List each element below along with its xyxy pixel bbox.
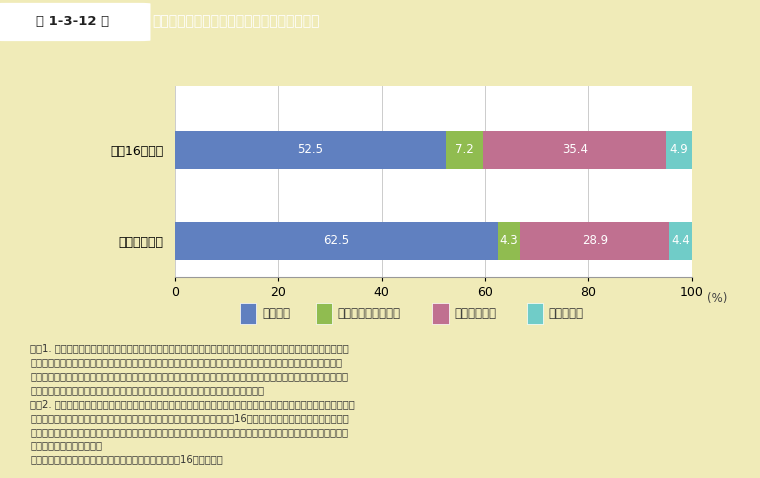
Text: 資料：内閣府「科学技術と社会に関する世論調査（平成16年２月）」: 資料：内閣府「科学技術と社会に関する世論調査（平成16年２月）」: [30, 455, 223, 465]
Text: 62.5: 62.5: [323, 234, 350, 247]
Bar: [670, 222, 692, 260]
Bar: [527, 303, 543, 324]
Text: 35.4: 35.4: [562, 143, 587, 156]
Text: う」と「どちらかというとそう思う」を、「そう思わない」は「あまりそう思わない」と「そう思わない」を合: う」と「どちらかというとそう思う」を、「そう思わない」は「あまりそう思わない」と…: [30, 427, 348, 437]
Text: わかりやすく説明されれば大抵の人は理解できる」という文章についての回答。: わかりやすく説明されれば大抵の人は理解できる」という文章についての回答。: [30, 385, 264, 395]
Text: 28.9: 28.9: [581, 234, 608, 247]
FancyBboxPatch shape: [0, 3, 150, 41]
Bar: [667, 130, 692, 169]
Text: 「決してそう思わない」と「そう思わない」を合わせたもので、平成16年２月調査の「そう思う」は「そう思: 「決してそう思わない」と「そう思わない」を合わせたもので、平成16年２月調査の「…: [30, 413, 349, 423]
Text: どちらともいえない: どちらともいえない: [337, 306, 401, 320]
Text: 注）1. 科学技術への関心と理解を高めるためには、科学者が科学館・博物館などの体験の場や研究所の一般公開、講: 注）1. 科学技術への関心と理解を高めるためには、科学者が科学館・博物館などの体…: [30, 344, 349, 354]
Bar: [432, 303, 448, 324]
Bar: [498, 222, 520, 260]
Text: 術者からの情報発信に関して、あなたはどのように思いますか、という問いの中で、「科学技術に関する知識は: 術者からの情報発信に関して、あなたはどのように思いますか、という問いの中で、「科…: [30, 371, 348, 381]
Bar: [446, 130, 483, 169]
Text: 2. 平成７年２月調査の「そう思う」は「全くその通りだと思う」と「その通りだと思う」を、「そう思わない」は: 2. 平成７年２月調査の「そう思う」は「全くその通りだと思う」と「その通りだと思…: [30, 399, 355, 409]
Bar: [315, 303, 332, 324]
Text: 第 1-3-12 図: 第 1-3-12 図: [36, 15, 109, 28]
Text: 4.3: 4.3: [499, 234, 518, 247]
Text: そう思わない: そう思わない: [454, 306, 496, 320]
Bar: [175, 222, 498, 260]
Text: 4.4: 4.4: [671, 234, 690, 247]
Text: 52.5: 52.5: [297, 143, 324, 156]
Text: わせたものである。: わせたものである。: [30, 441, 102, 451]
Bar: [520, 222, 670, 260]
Text: そう思う: そう思う: [262, 306, 290, 320]
Text: 4.9: 4.9: [670, 143, 689, 156]
Text: (%): (%): [707, 292, 727, 304]
Bar: [175, 130, 446, 169]
Text: 7.2: 7.2: [455, 143, 474, 156]
Text: 科学技術に関する国民の理解力に関する意識: 科学技術に関する国民の理解力に関する意識: [152, 14, 319, 28]
Text: 分からない: 分からない: [549, 306, 584, 320]
Text: 演会などを通じて科学技術をわかりやすく説明し、情報を発信することが必要ですが、このような科学者や技: 演会などを通じて科学技術をわかりやすく説明し、情報を発信することが必要ですが、こ…: [30, 358, 342, 368]
Bar: [240, 303, 256, 324]
Bar: [483, 130, 667, 169]
